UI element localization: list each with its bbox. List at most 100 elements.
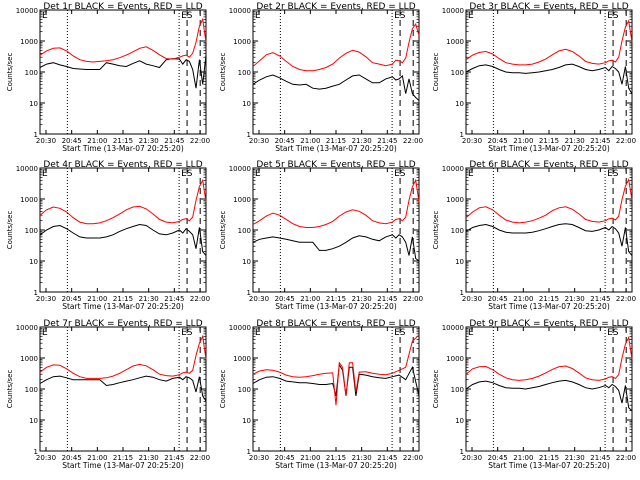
y-tick-label: 10 — [29, 100, 38, 108]
panel-title: Det 5r BLACK = Events, RED = LLD — [256, 160, 415, 170]
event-marker-e: E — [468, 11, 474, 21]
x-tick-label: 21:45 — [164, 295, 184, 303]
y-tick-label: 10 — [242, 258, 251, 266]
detector-panel-3: Det 3r BLACK = Events, RED = LLD 1 10 100 10… — [432, 2, 636, 153]
x-tick-label: 21:00 — [513, 137, 533, 145]
x-tick-label: 20:45 — [275, 137, 295, 145]
x-tick-label: 21:00 — [87, 295, 107, 303]
x-axis-label: Start Time (13-Mar-07 20:25:20) — [488, 461, 610, 470]
x-tick-label: 21:30 — [565, 137, 585, 145]
events-series-line — [465, 379, 633, 412]
x-tick-label: 21:30 — [352, 137, 372, 145]
panel-title: Det 9r BLACK = Events, RED = LLD — [469, 319, 628, 329]
x-tick-label: 21:45 — [590, 295, 610, 303]
y-tick-label: 1000 — [446, 38, 464, 46]
x-tick-label: 21:30 — [139, 454, 159, 462]
x-tick-label: 20:45 — [62, 295, 82, 303]
y-tick-label: 1 — [34, 448, 38, 456]
events-series-line — [465, 63, 633, 94]
x-tick-label: 20:30 — [462, 137, 482, 145]
event-marker-es: ES — [181, 11, 193, 21]
x-tick-label: 22:00 — [403, 137, 423, 145]
y-tick-label: 1 — [247, 131, 251, 139]
x-tick-label: 21:30 — [565, 454, 585, 462]
plot-frame — [252, 167, 420, 293]
x-tick-label: 20:45 — [488, 295, 508, 303]
y-tick-label: 100 — [451, 227, 464, 235]
x-tick-label: 21:15 — [326, 454, 346, 462]
detector-panel-5: Det 5r BLACK = Events, RED = LLD 1 10 100 10… — [219, 160, 423, 311]
y-tick-label: 10000 — [442, 324, 464, 332]
x-tick-label: 22:00 — [190, 137, 210, 145]
y-tick-label: 10000 — [229, 165, 251, 173]
x-tick-label: 20:45 — [62, 454, 82, 462]
panel-title: Det 2r BLACK = Events, RED = LLD — [256, 2, 415, 12]
event-marker-e: E — [42, 11, 48, 21]
detector-panel-2: Det 2r BLACK = Events, RED = LLD 1 10 100 10… — [219, 2, 423, 153]
event-marker-e: E — [42, 169, 48, 179]
x-tick-label: 22:00 — [190, 454, 210, 462]
x-tick-label: 20:30 — [462, 454, 482, 462]
y-tick-label: 10 — [455, 417, 464, 425]
x-tick-label: 22:00 — [616, 137, 636, 145]
event-marker-e: E — [42, 328, 48, 338]
x-tick-label: 20:30 — [249, 295, 269, 303]
plot-frame — [252, 326, 420, 452]
event-marker-e: E — [255, 11, 261, 21]
y-axis-label: Counts/sec — [219, 53, 227, 92]
x-tick-label: 21:30 — [352, 454, 372, 462]
y-axis-label: Counts/sec — [6, 53, 14, 92]
events-series-line — [252, 363, 420, 397]
events-series-line — [39, 375, 207, 402]
x-tick-label: 21:45 — [164, 454, 184, 462]
x-tick-label: 21:45 — [590, 137, 610, 145]
x-tick-label: 21:00 — [300, 137, 320, 145]
event-marker-e: E — [468, 328, 474, 338]
panel-title: Det 3r BLACK = Events, RED = LLD — [469, 2, 628, 12]
y-tick-label: 100 — [451, 386, 464, 394]
x-tick-label: 21:30 — [139, 137, 159, 145]
x-tick-label: 21:15 — [113, 454, 133, 462]
x-tick-label: 21:00 — [300, 454, 320, 462]
x-tick-label: 21:30 — [139, 295, 159, 303]
x-tick-label: 20:45 — [275, 454, 295, 462]
y-axis-label: Counts/sec — [6, 211, 14, 250]
x-axis-label: Start Time (13-Mar-07 20:25:20) — [275, 461, 397, 470]
panel-title: Det 1r BLACK = Events, RED = LLD — [43, 2, 202, 12]
y-tick-label: 1000 — [20, 196, 38, 204]
y-tick-label: 100 — [451, 69, 464, 77]
x-axis-label: Start Time (13-Mar-07 20:25:20) — [488, 144, 610, 153]
event-marker-es: ES — [607, 11, 619, 21]
x-tick-label: 20:45 — [488, 454, 508, 462]
plot-frame — [465, 9, 633, 135]
lld-series-line — [465, 335, 633, 381]
y-tick-label: 1000 — [446, 196, 464, 204]
x-axis-label: Start Time (13-Mar-07 20:25:20) — [488, 302, 610, 311]
y-tick-label: 100 — [25, 227, 38, 235]
plot-frame — [39, 326, 207, 452]
detector-panel-6: Det 6r BLACK = Events, RED = LLD 1 10 100 10… — [432, 160, 636, 311]
plot-frame — [39, 9, 207, 135]
x-tick-label: 22:00 — [616, 454, 636, 462]
y-tick-label: 10000 — [442, 165, 464, 173]
x-tick-label: 21:45 — [377, 454, 397, 462]
y-tick-label: 1000 — [446, 355, 464, 363]
detector-panel-1: Det 1r BLACK = Events, RED = LLD 1 10 100 10… — [6, 2, 210, 153]
x-tick-label: 20:30 — [36, 295, 56, 303]
y-tick-label: 10000 — [16, 324, 38, 332]
y-tick-label: 1000 — [20, 355, 38, 363]
y-tick-label: 10000 — [229, 7, 251, 15]
events-series-line — [465, 223, 633, 256]
y-axis-label: Counts/sec — [432, 53, 440, 92]
y-tick-label: 10 — [29, 417, 38, 425]
y-axis-label: Counts/sec — [6, 370, 14, 409]
x-axis-label: Start Time (13-Mar-07 20:25:20) — [62, 144, 184, 153]
panel-title: Det 7r BLACK = Events, RED = LLD — [43, 319, 202, 329]
x-tick-label: 20:45 — [275, 295, 295, 303]
y-axis-label: Counts/sec — [432, 211, 440, 250]
events-series-line — [39, 223, 207, 256]
y-tick-label: 10 — [242, 100, 251, 108]
x-tick-label: 21:15 — [539, 454, 559, 462]
lld-series-line — [39, 178, 207, 225]
event-marker-e: E — [468, 169, 474, 179]
